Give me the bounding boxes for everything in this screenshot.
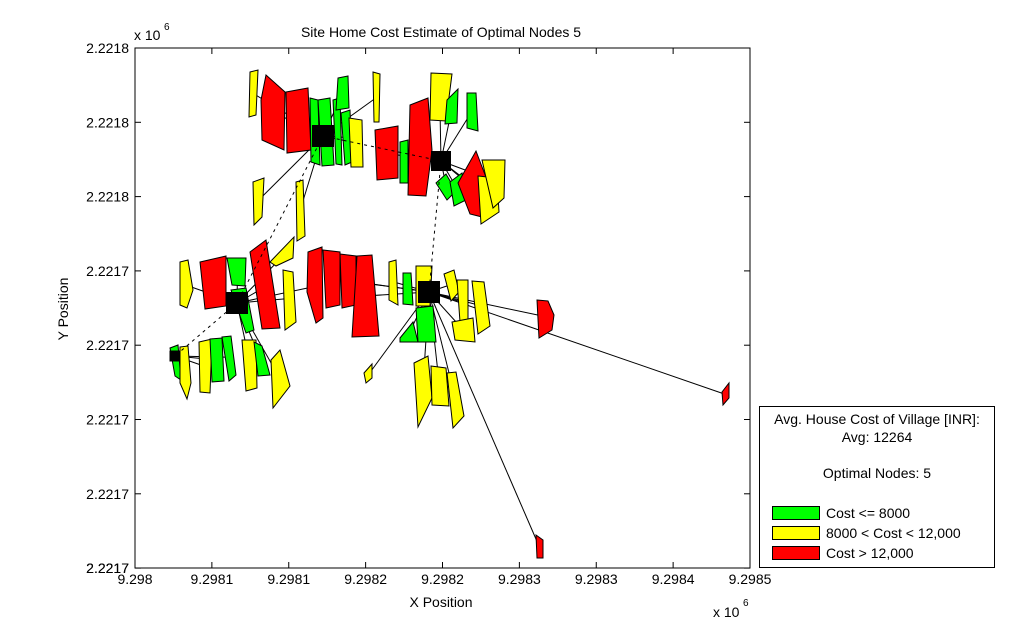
- optimal-node-marker: [418, 281, 440, 303]
- node-link-dashed: [236, 135, 324, 304]
- optimal-node-marker: [312, 125, 334, 147]
- x-tick-label: 9.2981: [267, 571, 310, 587]
- x-tick-label: 9.2985: [729, 571, 772, 587]
- house-polygon-mid: [179, 345, 192, 401]
- house-polygon-low: [226, 257, 247, 287]
- house-polygon-low: [402, 272, 414, 306]
- house-polygon-mid: [269, 235, 295, 267]
- house-polygon-mid: [471, 280, 491, 335]
- house-polygon-mid: [372, 71, 381, 123]
- x-tick-label: 9.2982: [421, 571, 464, 587]
- y-exponent-power: 6: [164, 22, 170, 33]
- x-tick-label: 9.298: [117, 571, 152, 587]
- legend-entry-mid: 8000 < Cost < 12,000: [772, 525, 961, 541]
- legend-swatch-red: [772, 546, 820, 560]
- house-polygon-mid: [198, 338, 213, 394]
- y-tick-label: 2.2217: [86, 486, 129, 502]
- optimal-node-marker: [431, 151, 451, 171]
- y-tick-label: 2.2218: [86, 114, 129, 130]
- x-tick-label: 9.2982: [344, 571, 387, 587]
- house-polygon-high: [199, 255, 227, 310]
- legend-swatch-green: [772, 506, 820, 520]
- x-axis-label: X Position: [409, 594, 472, 610]
- house-polygon-mid: [446, 371, 465, 430]
- house-polygon-mid: [179, 259, 194, 309]
- chart-title: Site Home Cost Estimate of Optimal Nodes…: [301, 24, 581, 40]
- house-polygon-mid: [451, 317, 476, 343]
- y-axis-label: Y Position: [55, 278, 71, 341]
- y-tick-label: 2.2217: [86, 263, 129, 279]
- x-exponent-label: x 10: [713, 604, 740, 620]
- y-exponent-label: x 10: [134, 27, 161, 43]
- node-links: [174, 135, 442, 357]
- house-polygon-high: [260, 74, 286, 151]
- y-tick-labels: 2.2218 2.2218 2.2218 2.2217 2.2217 2.2217 2.22…: [86, 40, 129, 576]
- y-exponent-base: x 10: [134, 27, 161, 43]
- x-tick-label: 9.2983: [498, 571, 541, 587]
- x-tick-labels: 9.298 9.2981 9.2981 9.2982 9.2982 9.2983 9.298…: [117, 571, 771, 587]
- house-link-line: [428, 291, 541, 548]
- y-tick-label: 2.2217: [86, 337, 129, 353]
- house-polygon-mid: [348, 117, 364, 168]
- y-tick-label: 2.2218: [86, 40, 129, 56]
- y-tick-label: 2.2217: [86, 560, 129, 576]
- x-exponent-power: 6: [743, 598, 749, 609]
- house-polygon-high: [407, 97, 433, 197]
- y-tick-label: 2.2217: [86, 412, 129, 428]
- node-link-dashed: [322, 135, 442, 162]
- house-polygon-low: [221, 335, 237, 382]
- y-tick-label: 2.2218: [86, 189, 129, 205]
- house-polygon-low: [335, 75, 350, 111]
- house-polygon-mid: [252, 177, 265, 227]
- optimal-node-marker: [226, 292, 248, 314]
- house-polygon-low: [415, 305, 437, 343]
- legend-entry-low: Cost <= 8000: [772, 505, 910, 521]
- house-polygon-low: [444, 87, 459, 125]
- legend-label-mid: 8000 < Cost < 12,000: [826, 525, 961, 541]
- house-polygon-mid: [481, 159, 506, 209]
- legend-entry-high: Cost > 12,000: [772, 545, 914, 561]
- node-link-dashed: [428, 160, 442, 293]
- house-polygon-low: [466, 92, 479, 132]
- house-polygon-high: [285, 87, 312, 154]
- axis-ticks: [134, 48, 751, 569]
- legend-optimal-nodes: Optimal Nodes: 5: [822, 465, 932, 481]
- house-polygon-mid: [363, 362, 373, 384]
- x-tick-label: 9.2983: [575, 571, 618, 587]
- house-polygon-mid: [388, 259, 399, 306]
- legend: Avg. House Cost of Village [INR]: Avg: 1…: [759, 406, 995, 568]
- y-tick-label: 2.2217: [86, 560, 129, 576]
- house-polygon-high: [351, 254, 380, 338]
- house-polygon-low: [399, 139, 409, 184]
- x-tick-label: 9.2981: [190, 571, 233, 587]
- house-polygon-low: [209, 337, 225, 383]
- legend-title: Avg. House Cost of Village [INR]:: [774, 411, 980, 427]
- legend-average: Avg: 12264: [841, 429, 913, 445]
- house-polygon-mid: [282, 269, 297, 331]
- house-polygon-mid: [295, 179, 306, 242]
- house-polygon-high: [306, 246, 324, 324]
- house-polygon-low: [253, 341, 271, 377]
- house-link-line: [236, 285, 316, 304]
- house-polygon-high: [535, 533, 544, 559]
- optimal-node-markers: [169, 125, 451, 362]
- house-polygon-high: [322, 249, 341, 309]
- legend-swatch-yellow: [772, 526, 820, 540]
- x-tick-label: 9.2984: [652, 571, 695, 587]
- legend-label-high: Cost > 12,000: [826, 545, 914, 561]
- house-polygon-high: [374, 125, 399, 181]
- house-polygons: [169, 69, 730, 559]
- house-polygon-high: [721, 381, 730, 407]
- house-polygon-mid: [241, 339, 258, 392]
- optimal-node-marker: [169, 350, 181, 362]
- house-polygon-high: [536, 299, 555, 339]
- house-polygon-high: [339, 253, 357, 309]
- house-polygon-mid: [248, 69, 259, 118]
- house-polygon-mid: [270, 348, 291, 410]
- legend-label-low: Cost <= 8000: [826, 505, 911, 521]
- house-polygon-mid: [430, 365, 450, 407]
